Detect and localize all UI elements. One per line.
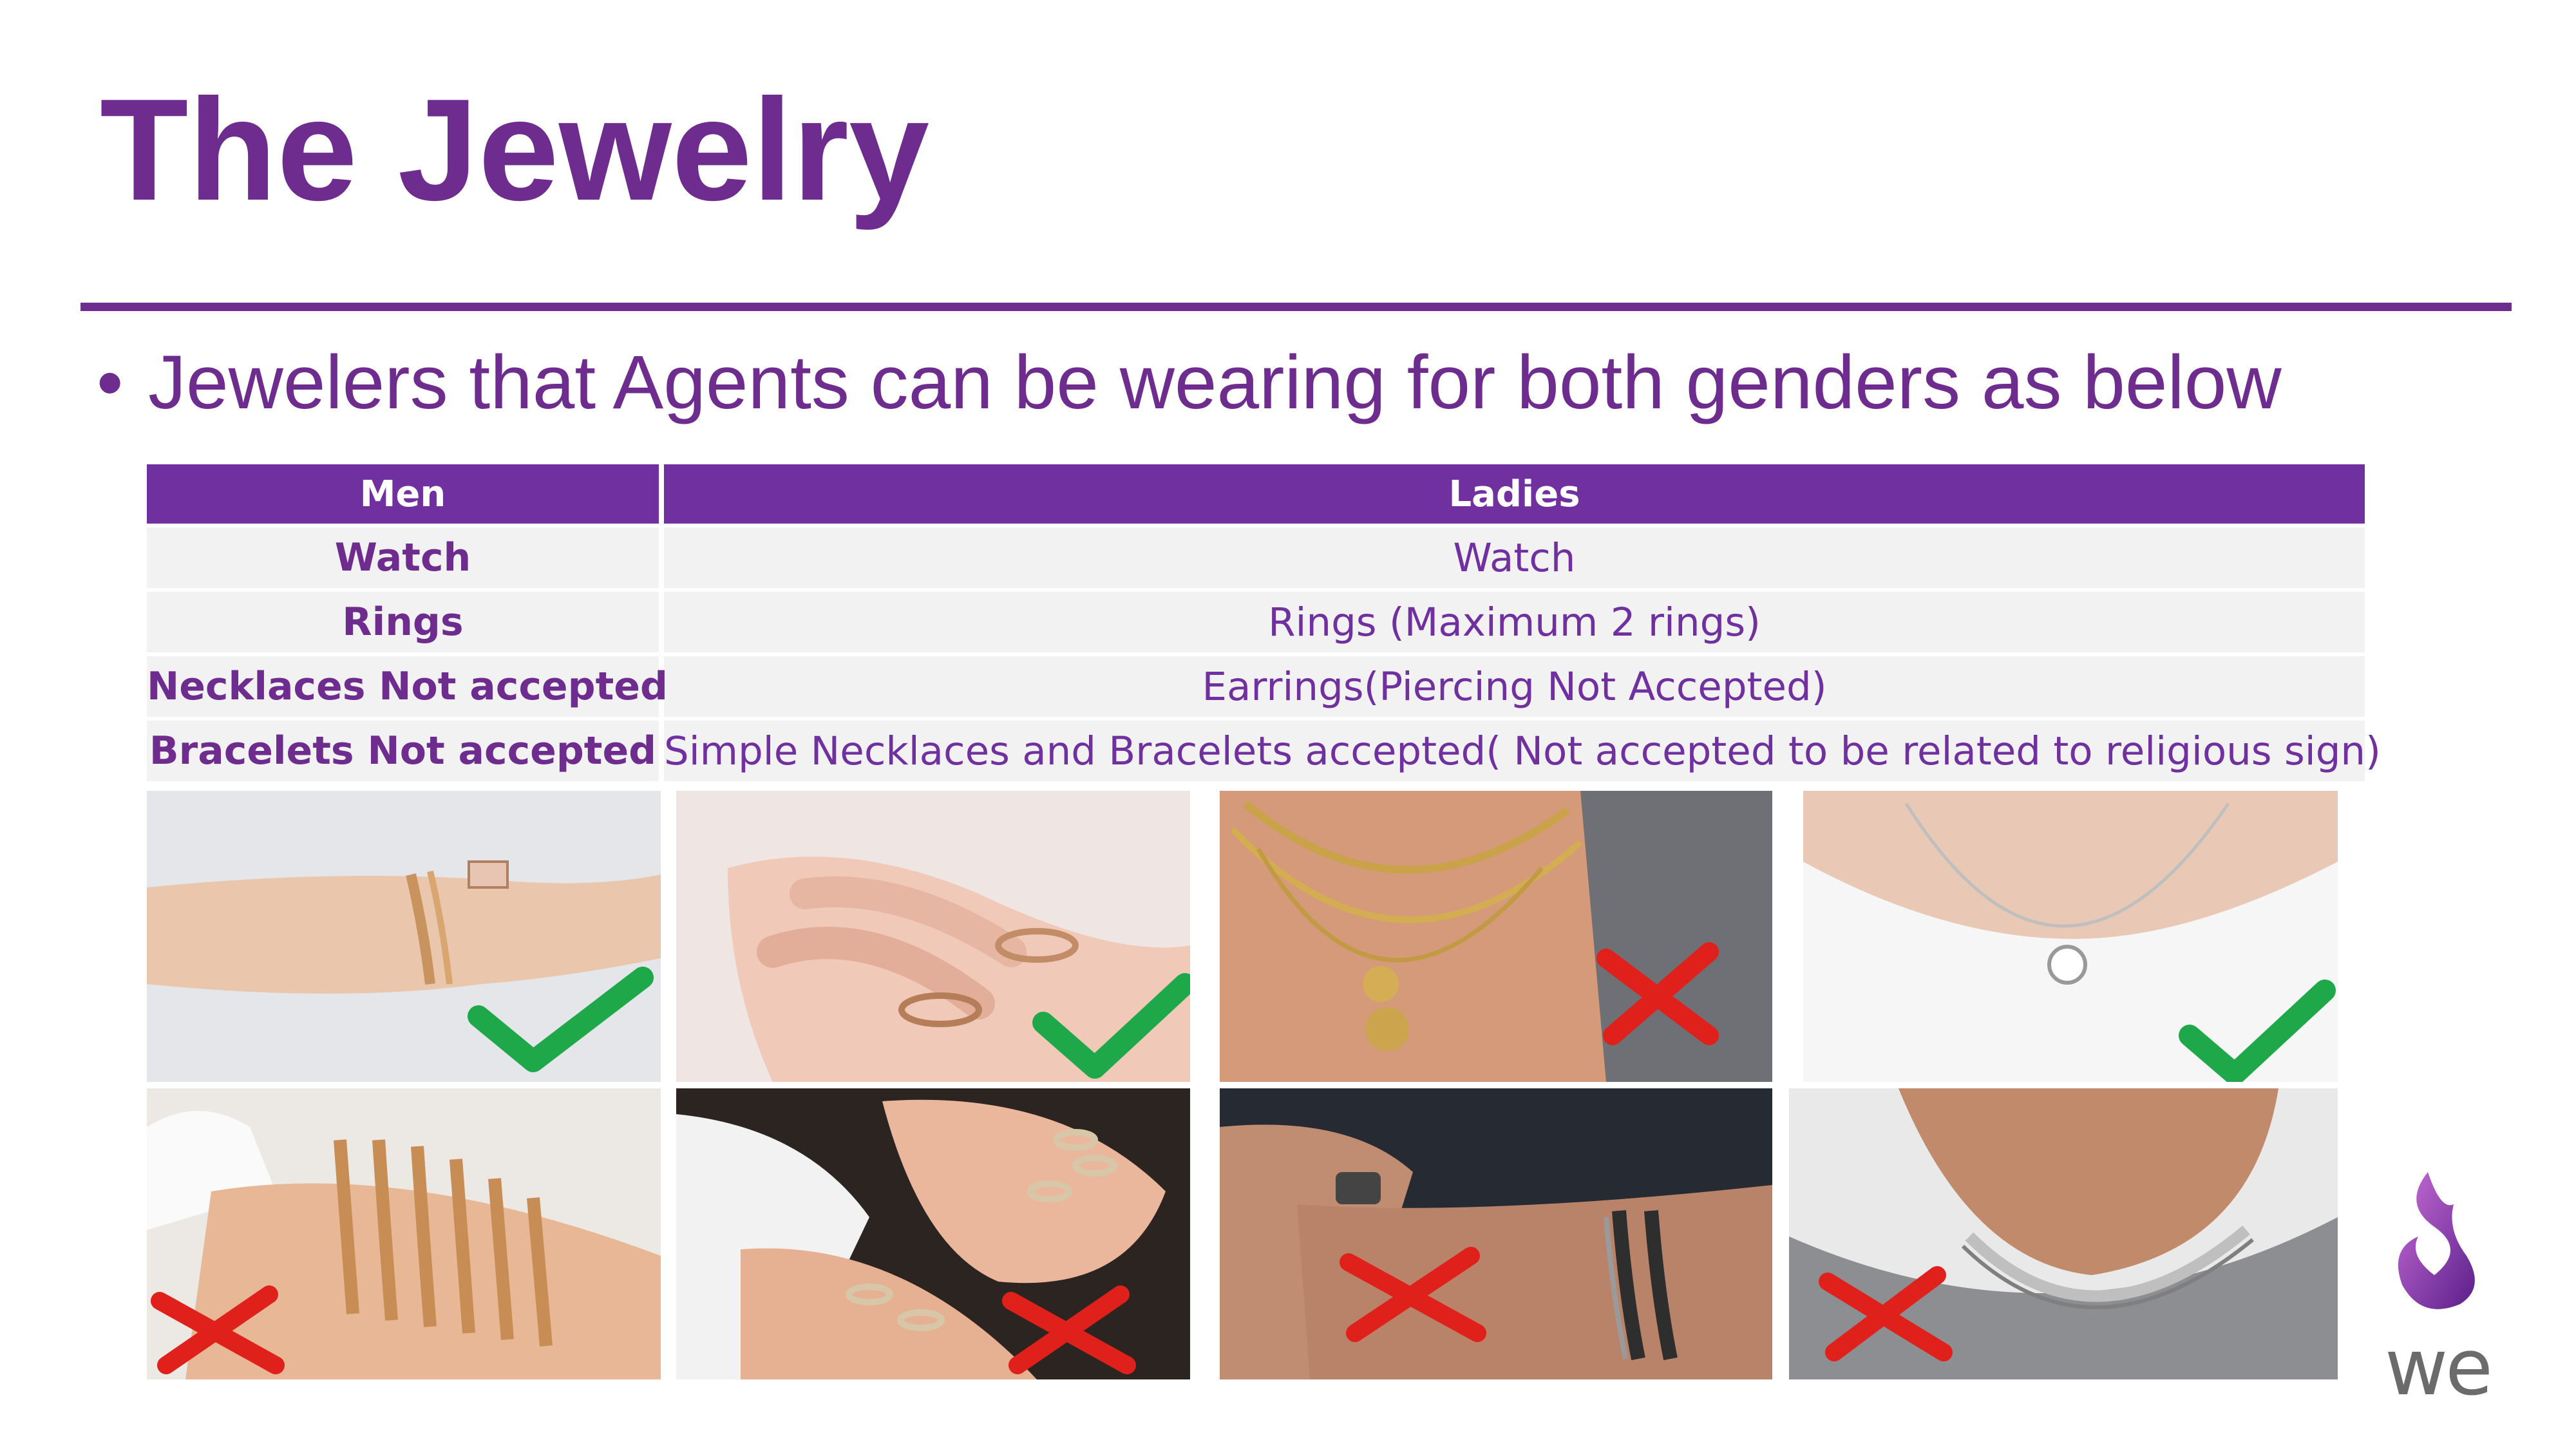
we-logo: we [2357, 1166, 2518, 1413]
bullet-point: • Jewelers that Agents can be wearing for… [97, 341, 2282, 425]
photo-bangles-rejected [147, 1088, 661, 1379]
cell-ladies: Watch [664, 527, 2365, 588]
table-row: Bracelets Not accepted Simple Necklaces … [147, 721, 2381, 781]
table-row: Watch Watch [147, 527, 2365, 588]
photo-pendant-approved [1803, 791, 2338, 1082]
cell-men: Watch [147, 527, 659, 588]
cell-men: Bracelets Not accepted [147, 721, 659, 781]
check-icon [1032, 973, 1190, 1079]
cell-ladies: Simple Necklaces and Bracelets accepted(… [664, 721, 2381, 781]
header-ladies: Ladies [664, 464, 2365, 524]
header-men: Men [147, 464, 659, 524]
cross-icon [1596, 942, 1719, 1045]
title-divider [80, 303, 2512, 311]
cross-icon [1340, 1247, 1486, 1342]
photo-man-ring-bracelet-rejected [1220, 1088, 1772, 1379]
cross-icon [1002, 1285, 1136, 1374]
cross-icon [151, 1285, 285, 1374]
photo-bracelet-approved [147, 791, 661, 1082]
table-header-row: Men Ladies [147, 464, 2365, 524]
photo-man-chain-rejected [1789, 1088, 2338, 1379]
photo-layered-necklaces-rejected [1220, 791, 1772, 1082]
photo-many-rings-rejected [676, 1088, 1190, 1379]
table-row: Rings Rings (Maximum 2 rings) [147, 592, 2365, 652]
cell-men: Rings [147, 592, 659, 652]
bullet-text: Jewelers that Agents can be wearing for … [148, 340, 2282, 425]
slide-title: The Jewelry [100, 68, 930, 231]
check-icon [2179, 980, 2336, 1082]
photo-rings-approved [676, 791, 1190, 1082]
cross-icon [1819, 1266, 1953, 1361]
cell-ladies: Rings (Maximum 2 rings) [664, 592, 2365, 652]
cell-ladies: Earrings(Piercing Not Accepted) [664, 656, 2365, 717]
table-row: Necklaces Not accepted Earrings(Piercing… [147, 656, 2365, 717]
bullet-dot: • [97, 340, 124, 425]
check-icon [468, 967, 654, 1072]
cell-men: Necklaces Not accepted [147, 656, 668, 717]
we-logo-text: we [2385, 1323, 2493, 1413]
jewelry-table: Men Ladies Watch Watch Rings Rings (Maxi… [142, 460, 2381, 785]
